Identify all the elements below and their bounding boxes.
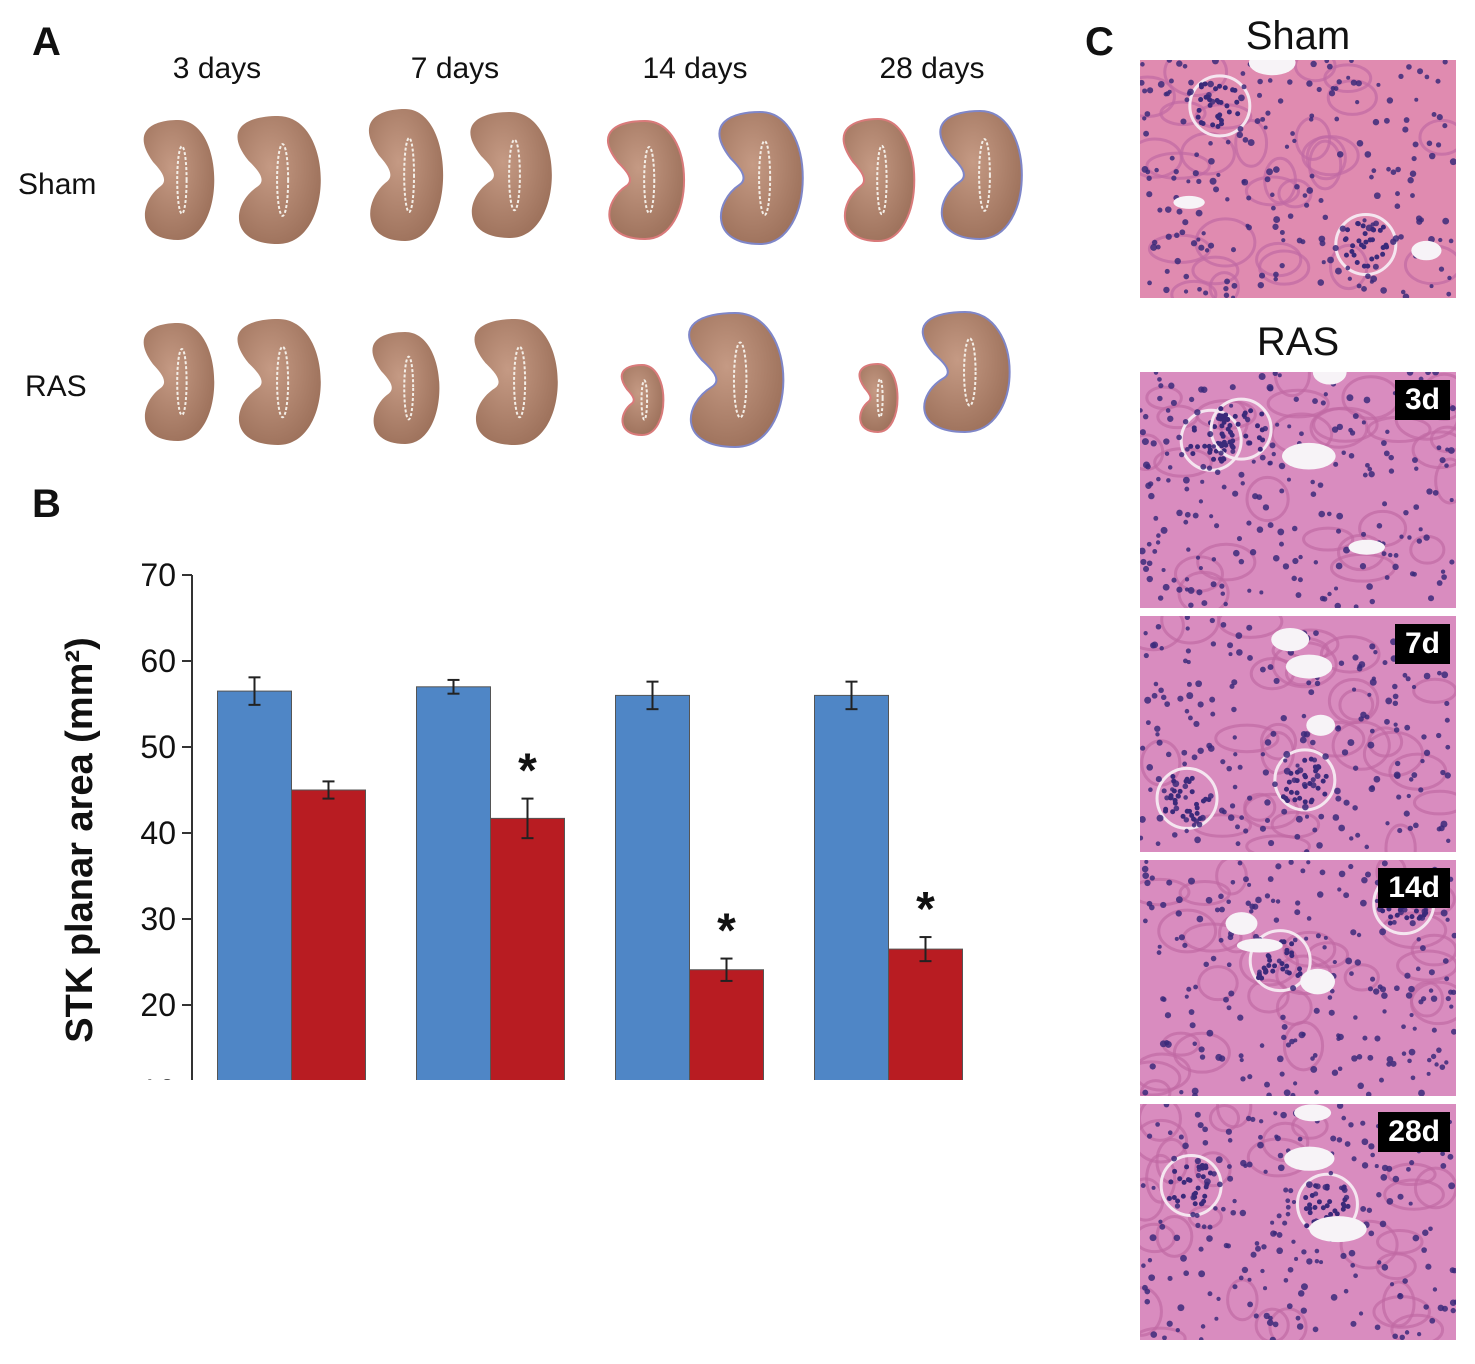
significance-marker: * — [916, 883, 935, 936]
panel-letter-b: B — [32, 482, 61, 526]
y-tick-label: 70 — [140, 557, 176, 593]
y-axis-label: STK planar area (mm²) — [59, 637, 101, 1042]
kidney-ras-1 — [237, 319, 321, 445]
y-tick-label: 50 — [140, 729, 176, 765]
day-label-28: 28 days — [879, 52, 985, 85]
kidney-sham-2 — [368, 109, 444, 241]
day-label-14: 14 days — [642, 52, 748, 85]
bar-sham-0 — [217, 690, 292, 1080]
kidney-sham-7 — [939, 109, 1023, 241]
histology-sham-title: Sham — [1245, 14, 1351, 58]
y-tick-label: 40 — [140, 815, 176, 851]
day-label-3: 3 days — [172, 52, 262, 85]
histology-sham-image — [1140, 60, 1456, 298]
kidney-sham-3 — [470, 112, 552, 238]
panel-letter-c: C — [1085, 20, 1114, 64]
y-tick-label: 60 — [140, 643, 176, 679]
kidney-ras-3 — [474, 319, 558, 445]
day-label-7: 7 days — [410, 52, 500, 85]
bar-ras-0 — [291, 789, 366, 1080]
histology-ras-28d-image: 28d — [1140, 1104, 1456, 1340]
kidney-ras-4 — [620, 363, 665, 437]
y-tick-label: 20 — [140, 987, 176, 1023]
kidney-ras-6 — [858, 362, 899, 434]
row-label-ras: RAS — [25, 370, 87, 403]
histology-ras-3d-image: 3d — [1140, 372, 1456, 608]
panel-letter-a: A — [32, 20, 61, 64]
bar-sham-3 — [814, 694, 889, 1080]
bar-sham-1 — [416, 686, 491, 1080]
badge-7d: 7d — [1394, 624, 1450, 664]
kidney-sham-6 — [842, 117, 916, 243]
histology-ras-title: RAS — [1256, 320, 1340, 364]
badge-28d: 28d — [1378, 1112, 1450, 1152]
significance-marker: * — [518, 745, 537, 798]
badge-14d: 14d — [1378, 868, 1450, 908]
kidney-ras-5 — [688, 311, 785, 449]
histology-ras-14d-image: 14d — [1140, 860, 1456, 1096]
bar-ras-2 — [689, 969, 764, 1080]
kidney-ras-0 — [143, 323, 215, 441]
kidney-sham-5 — [718, 110, 804, 246]
y-tick-label: 30 — [140, 901, 176, 937]
kidney-sham-1 — [237, 116, 321, 244]
kidney-sham-4 — [607, 119, 685, 241]
bar-sham-2 — [615, 694, 690, 1080]
significance-marker: * — [717, 905, 736, 958]
kidney-ras-7 — [921, 310, 1011, 434]
row-label-sham: Sham — [18, 168, 97, 201]
kidney-photo-grid — [143, 109, 1023, 449]
kidney-sham-0 — [143, 120, 215, 240]
bar-ras-3 — [888, 948, 963, 1080]
y-tick-label: 10 — [140, 1073, 176, 1080]
bar-ras-1 — [490, 817, 565, 1080]
histology-ras-7d-image: 7d — [1140, 616, 1456, 852]
badge-3d: 3d — [1394, 380, 1450, 420]
kidney-ras-2 — [372, 332, 440, 444]
